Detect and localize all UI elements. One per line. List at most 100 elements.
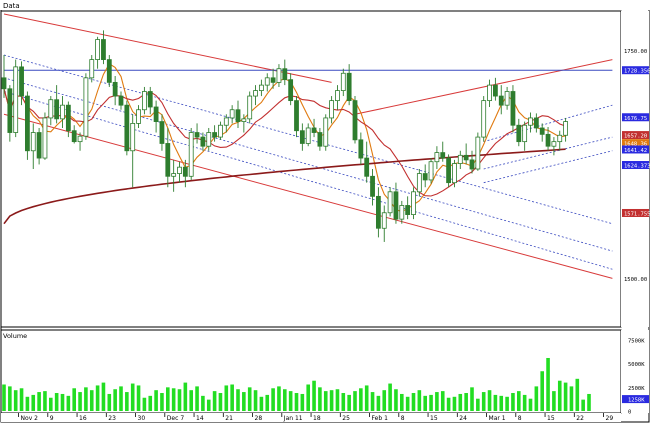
volume-bar xyxy=(119,386,123,411)
volume-bar xyxy=(569,386,574,411)
candle-body xyxy=(229,109,235,119)
candle-body xyxy=(206,132,212,147)
candle-body xyxy=(533,117,539,129)
volume-bar xyxy=(224,385,229,411)
volume-bar xyxy=(54,393,59,411)
trend-line xyxy=(3,113,613,279)
time-axis[interactable] xyxy=(1,413,621,422)
volume-panel-label: Volume xyxy=(3,332,27,340)
volume-bar xyxy=(581,399,585,411)
time-label: 29 xyxy=(606,415,614,422)
candle-body xyxy=(182,166,188,177)
volume-bar xyxy=(84,387,88,411)
volume-bar xyxy=(546,357,550,411)
candle-body xyxy=(294,100,299,132)
candle-body xyxy=(159,121,165,144)
candle-body xyxy=(393,191,399,220)
candle-body xyxy=(329,100,335,119)
volume-bar xyxy=(423,395,427,411)
volume-bar xyxy=(370,392,375,411)
volume-bar xyxy=(312,380,316,411)
volume-bar xyxy=(458,393,463,411)
volume-bar xyxy=(37,392,41,411)
volume-bar xyxy=(452,396,457,411)
volume-bar xyxy=(435,392,439,411)
volume-bar xyxy=(89,390,94,411)
volume-bar xyxy=(107,393,112,411)
time-label: Jan 11 xyxy=(283,415,303,422)
time-axis-labels: Nov 2 9 16 23 30 Dec 7 14 21 28 Jan 11 18 25 Feb 1 8 1… xyxy=(18,413,614,422)
time-label: Dec 7 xyxy=(167,415,185,422)
time-label: 28 xyxy=(255,415,263,422)
volume-bar xyxy=(557,380,562,411)
candle-body xyxy=(1,77,7,90)
candle-body xyxy=(288,79,294,102)
candle-body xyxy=(136,109,141,124)
volume-bar xyxy=(130,383,135,411)
volume-bar xyxy=(522,394,527,411)
candle-body xyxy=(352,100,358,141)
candle-body xyxy=(399,205,405,220)
candle-body xyxy=(563,121,568,136)
volume-bar xyxy=(376,395,381,411)
time-label: 23 xyxy=(108,415,116,422)
candle-body xyxy=(71,130,77,143)
candle-body xyxy=(124,104,130,152)
candle-body xyxy=(30,132,36,152)
candle-body xyxy=(411,191,416,215)
price-tag: 1750.00 xyxy=(624,49,647,55)
candle-body xyxy=(188,132,194,177)
volume-bar xyxy=(446,397,451,411)
candle-body xyxy=(147,91,153,108)
volume-bar xyxy=(19,388,24,411)
candle-body xyxy=(551,141,557,147)
candle-body xyxy=(212,132,218,138)
volume-bar xyxy=(31,394,36,411)
candle-body xyxy=(492,84,498,97)
candle-body xyxy=(60,104,65,120)
volume-bar xyxy=(218,393,223,411)
volume-bar xyxy=(148,395,153,411)
time-label: 21 xyxy=(225,415,233,422)
candle-body xyxy=(428,161,434,181)
volume-bar xyxy=(511,393,515,411)
candle-body xyxy=(200,136,206,147)
volume-bar xyxy=(189,390,193,411)
volume-tag: 7500K xyxy=(628,339,645,345)
volume-bar xyxy=(534,386,539,411)
volume-bar xyxy=(347,394,351,411)
volume-bar xyxy=(394,389,398,411)
candle-body xyxy=(48,99,54,119)
candle-body xyxy=(276,68,282,83)
volume-bar xyxy=(125,392,129,411)
volume-tag: 0 xyxy=(628,410,631,416)
volume-bar xyxy=(411,393,416,411)
volume-bar xyxy=(400,393,404,411)
candle-body xyxy=(446,157,452,184)
volume-bar xyxy=(329,390,334,411)
candle-body xyxy=(557,134,563,143)
candle-body xyxy=(358,139,364,159)
candle-body xyxy=(77,135,83,143)
candle-body xyxy=(381,212,387,229)
volume-bar xyxy=(335,389,340,411)
volume-bar xyxy=(481,392,486,411)
volume-bar xyxy=(95,385,100,411)
candle-body xyxy=(463,154,469,161)
volume-bar xyxy=(587,393,591,411)
time-label: Nov 2 xyxy=(21,415,39,422)
candle-body xyxy=(340,72,346,91)
volume-bar xyxy=(353,391,357,411)
candle-body xyxy=(130,123,136,152)
candle-body xyxy=(247,95,253,120)
candle-body xyxy=(375,195,381,229)
volume-bar xyxy=(440,391,445,411)
title-bar[interactable] xyxy=(0,0,650,10)
price-tag: 1624.3737 xyxy=(624,164,650,170)
candle-body xyxy=(42,117,48,159)
candle-body xyxy=(335,90,340,102)
price-tag: 1728.3560 xyxy=(624,69,650,75)
volume-bar xyxy=(171,388,176,411)
candle-body xyxy=(36,132,42,159)
